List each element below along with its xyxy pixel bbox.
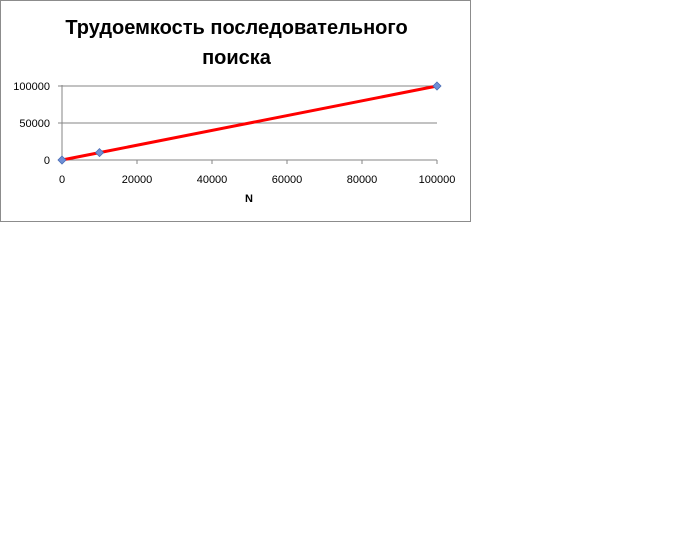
data-point bbox=[94, 148, 105, 158]
y-tick-label: 0 bbox=[44, 155, 50, 167]
chart-title: Трудоемкость последовательного поиска bbox=[1, 13, 472, 73]
y-tick-label: 50000 bbox=[19, 118, 50, 130]
x-tick-label: 80000 bbox=[347, 174, 378, 186]
x-tick-label: 60000 bbox=[272, 174, 303, 186]
chart-title-line-2: поиска bbox=[202, 47, 271, 69]
plot-area: 0 50000 100000 0 20000 40000 60000 80000 100000 N bbox=[13, 81, 456, 205]
x-axis-title: N bbox=[245, 193, 253, 205]
y-tick-label: 100000 bbox=[13, 81, 50, 93]
chart-frame: Трудоемкость последовательного поиска 0 5… bbox=[0, 0, 471, 222]
x-tick-label: 40000 bbox=[197, 174, 228, 186]
chart-title-line-1: Трудоемкость последовательного bbox=[65, 17, 408, 39]
x-tick-label: 0 bbox=[59, 174, 65, 186]
x-tick-label: 100000 bbox=[419, 174, 456, 186]
data-point bbox=[57, 155, 67, 165]
data-point bbox=[432, 81, 442, 91]
x-tick-label: 20000 bbox=[122, 174, 153, 186]
